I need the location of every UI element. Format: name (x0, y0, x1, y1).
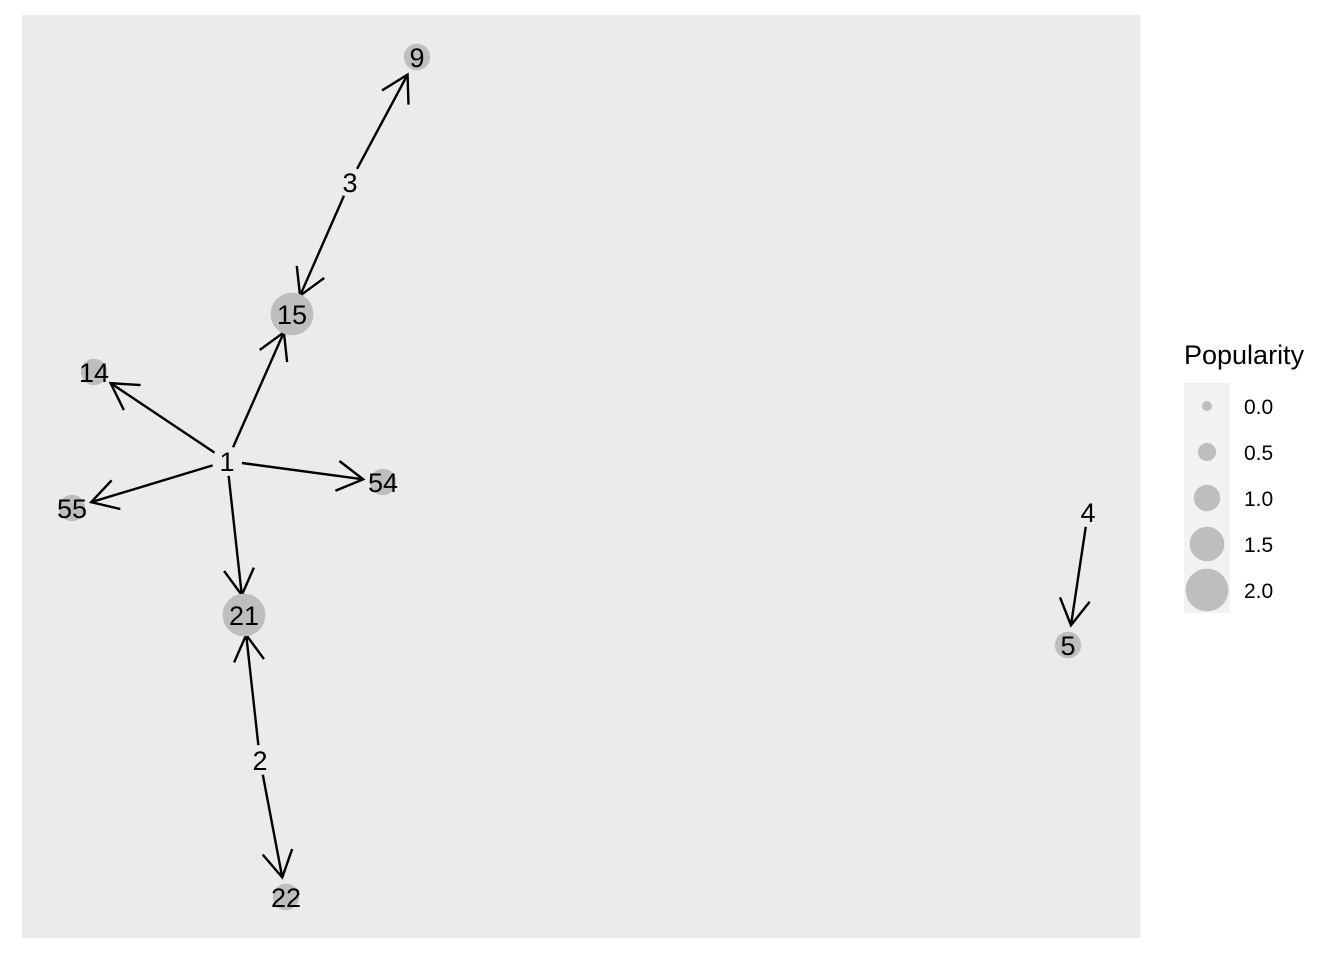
node-label: 5 (1060, 631, 1075, 661)
node-label: 55 (57, 494, 87, 524)
legend-item: 0.5 (1197, 442, 1273, 465)
edge-2-22 (261, 774, 294, 880)
node-label: 22 (271, 883, 301, 913)
edge-1-54 (241, 460, 366, 492)
node-label: 15 (277, 300, 307, 330)
node-label: 54 (368, 468, 398, 498)
node-2: 2 (252, 746, 267, 776)
node-21: 21 (222, 593, 266, 637)
node-15: 15 (270, 292, 314, 336)
node-label: 21 (229, 601, 259, 631)
node-55: 55 (57, 494, 87, 524)
node-circle (58, 494, 86, 522)
legend-key (1202, 401, 1212, 411)
legend-label: 0.5 (1244, 442, 1273, 465)
legend-title: Popularity (1184, 340, 1305, 370)
node-circle (270, 292, 314, 336)
nodes-layer: 1 2 3 4 5 9 14 15 21 22 54 55 (57, 43, 1096, 913)
legend-key (1197, 442, 1217, 462)
node-circle (272, 883, 300, 911)
node-label: 14 (79, 358, 109, 388)
node-circle (222, 593, 266, 637)
legend-item: 0.0 (1202, 396, 1273, 419)
legend-label: 1.5 (1244, 534, 1273, 557)
node-circle (1054, 631, 1082, 659)
plot-panel (22, 15, 1140, 938)
legend-key (1185, 568, 1229, 612)
legend-item: 2.0 (1185, 568, 1273, 612)
node-4: 4 (1080, 498, 1095, 528)
node-14: 14 (79, 358, 109, 388)
legend-item: 1.5 (1189, 526, 1273, 562)
legend-key (1193, 484, 1221, 512)
edge-1-55 (88, 464, 213, 511)
node-circle (369, 468, 397, 496)
node-circle (80, 358, 108, 386)
legend-label: 1.0 (1244, 488, 1273, 511)
node-label: 1 (219, 447, 234, 477)
edge-1-14 (108, 381, 216, 454)
node-9: 9 (403, 43, 431, 73)
legend-label: 0.0 (1244, 396, 1273, 419)
legend-key (1189, 526, 1225, 562)
node-label: 3 (342, 168, 357, 198)
node-5: 5 (1054, 631, 1082, 661)
node-22: 22 (271, 883, 301, 913)
node-label: 9 (409, 43, 424, 73)
edge-4-5 (1058, 526, 1091, 628)
legend: Popularity 0.0 0.5 1.0 1.5 2.0 (1184, 340, 1305, 613)
node-label: 4 (1080, 498, 1095, 528)
legend-item: 1.0 (1193, 484, 1273, 512)
node-circle (403, 43, 431, 71)
node-54: 54 (368, 468, 398, 498)
node-3: 3 (342, 168, 357, 198)
node-label: 2 (252, 746, 267, 776)
node-1: 1 (219, 447, 234, 477)
legend-label: 2.0 (1244, 580, 1273, 603)
edge-3-9 (356, 72, 410, 170)
